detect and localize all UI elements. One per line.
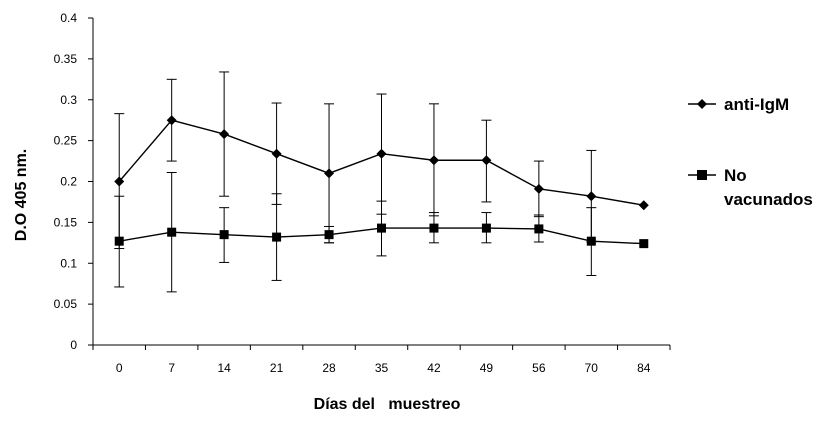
- legend-label: No: [724, 166, 747, 185]
- data-point-anti-igm: [166, 115, 177, 126]
- legend-item-no-vacunados: No vacunados: [688, 166, 813, 209]
- y-tick-label: 0.3: [60, 93, 77, 107]
- y-tick-label: 0.4: [60, 11, 77, 25]
- x-axis-title: Días del muestreo: [314, 396, 461, 413]
- x-tick-label: 56: [532, 361, 546, 375]
- data-point-no-vacunados: [272, 232, 282, 242]
- data-point-no-vacunados: [534, 224, 544, 234]
- x-tick-label: 84: [637, 361, 651, 375]
- x-tick-label: 70: [585, 361, 599, 375]
- data-point-anti-igm: [481, 155, 492, 166]
- data-point-no-vacunados: [586, 236, 596, 246]
- y-tick-label: 0.25: [54, 134, 78, 148]
- data-point-anti-igm: [586, 191, 597, 202]
- data-point-anti-igm: [428, 155, 439, 166]
- data-point-anti-igm: [114, 176, 125, 187]
- y-tick-label: 0: [70, 338, 77, 352]
- y-axis-title: D.O 405 nm.: [13, 149, 30, 241]
- legend-marker-anti-igm: [697, 99, 707, 109]
- data-point-anti-igm: [271, 148, 282, 159]
- legend-item-anti-igm: anti-IgM: [688, 95, 789, 114]
- legend-label: anti-IgM: [724, 95, 789, 114]
- legend-marker-no-vacunados: [697, 170, 707, 180]
- data-point-no-vacunados: [167, 227, 177, 237]
- data-point-no-vacunados: [219, 230, 229, 240]
- x-tick-label: 42: [427, 361, 441, 375]
- legend-label: vacunados: [724, 190, 813, 209]
- legend: anti-IgM No vacunados: [688, 95, 813, 209]
- x-tick-label: 49: [480, 361, 494, 375]
- data-point-no-vacunados: [377, 223, 386, 233]
- data-point-anti-igm: [533, 183, 544, 194]
- x-tick-label: 7: [168, 361, 175, 375]
- y-tick-label: 0.05: [54, 297, 78, 311]
- data-point-anti-igm: [324, 168, 335, 179]
- data-point-no-vacunados: [324, 230, 334, 240]
- data-point-no-vacunados: [114, 236, 124, 246]
- x-tick-label: 28: [322, 361, 336, 375]
- x-tick-label: 14: [217, 361, 231, 375]
- data-point-no-vacunados: [639, 239, 649, 249]
- data-point-no-vacunados: [481, 223, 491, 233]
- x-tick-label: 0: [116, 361, 123, 375]
- data-point-anti-igm: [219, 129, 230, 140]
- data-point-no-vacunados: [429, 223, 439, 233]
- y-tick-label: 0.35: [54, 52, 78, 66]
- x-tick-label: 21: [270, 361, 284, 375]
- y-tick-label: 0.15: [54, 215, 78, 229]
- y-tick-label: 0.1: [60, 256, 77, 270]
- data-point-anti-igm: [638, 200, 649, 211]
- x-tick-label: 35: [375, 361, 389, 375]
- data-point-anti-igm: [376, 148, 387, 159]
- y-tick-label: 0.2: [60, 175, 77, 189]
